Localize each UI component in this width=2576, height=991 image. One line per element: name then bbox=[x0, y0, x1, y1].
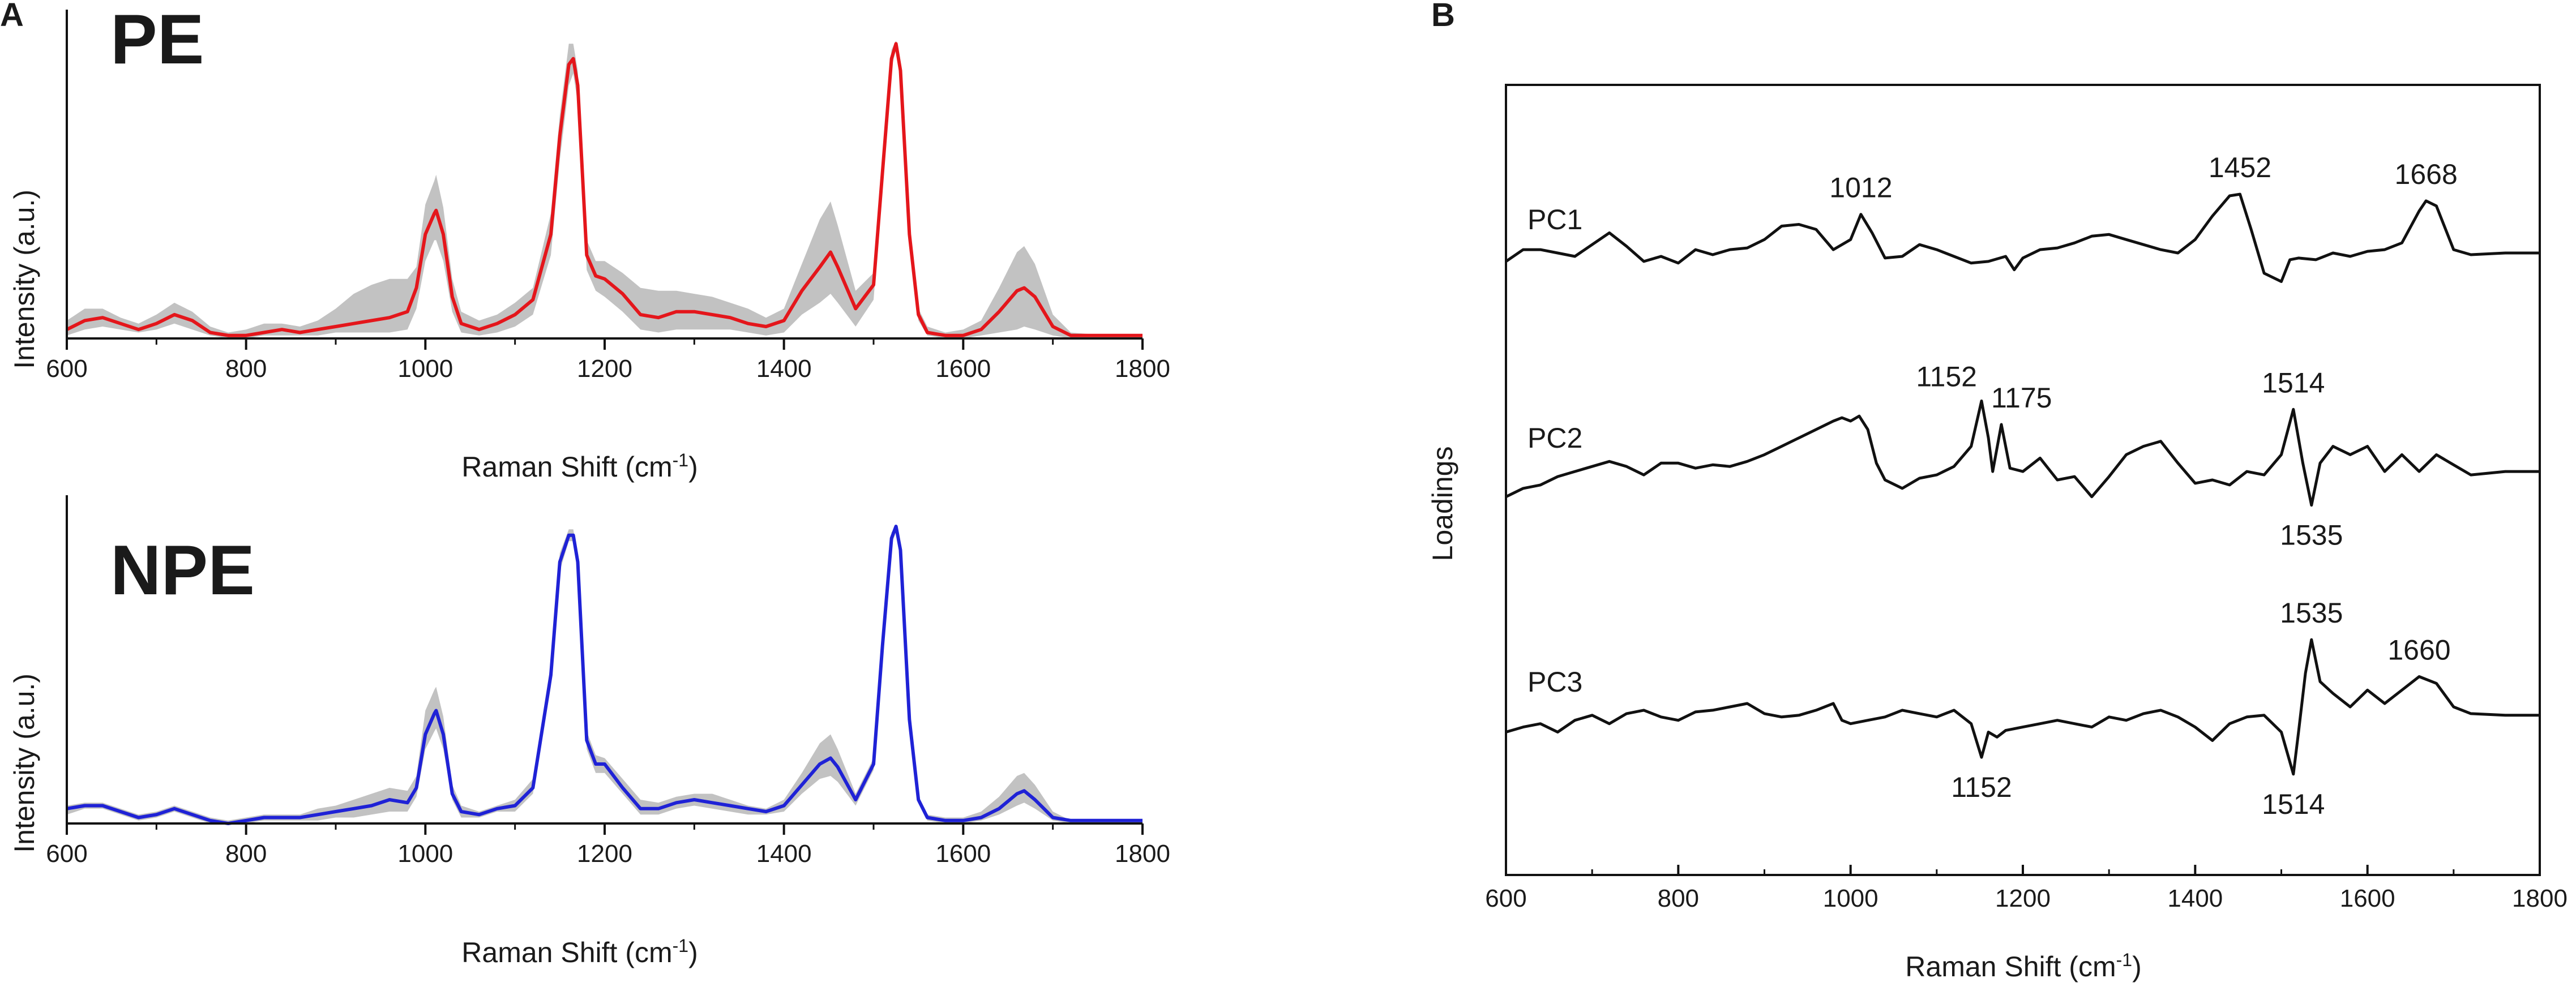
peak-label-pc1: 1452 bbox=[2209, 152, 2271, 183]
pe-x-tick-label: 800 bbox=[225, 355, 267, 383]
npe-x-tick-label: 1200 bbox=[577, 840, 632, 868]
pe-x-tick-label: 1000 bbox=[397, 355, 453, 383]
pe-mean-line-layer bbox=[66, 42, 1142, 337]
npe-y-axis-title: Intensity (a.u.) bbox=[8, 673, 40, 853]
loadings-x-axis-title-end: ) bbox=[2132, 951, 2142, 983]
pe-mean-spectrum-line bbox=[66, 42, 1142, 337]
loadings-x-tick-label: 1200 bbox=[1995, 885, 2051, 912]
loadings-lines-layer bbox=[1505, 192, 2540, 776]
pc2-series-label: PC2 bbox=[1527, 422, 1582, 454]
panel-letter-a: A bbox=[0, 0, 24, 33]
pc2-loading-line bbox=[1505, 399, 2540, 507]
peak-label-pc3: 1535 bbox=[2280, 597, 2343, 629]
pe-x-tick-label: 1600 bbox=[935, 355, 991, 383]
pc1-series-label: PC1 bbox=[1527, 204, 1582, 235]
npe-mean-line-layer bbox=[66, 525, 1142, 825]
npe-x-tick-label: 1400 bbox=[756, 840, 812, 868]
pe-variation-band-layer bbox=[67, 41, 1142, 338]
pe-x-axis-title-main: Raman Shift (cm bbox=[461, 451, 672, 483]
peak-label-pc3: 1514 bbox=[2262, 788, 2325, 820]
loadings-y-axis-title: Loadings bbox=[1427, 447, 1458, 561]
npe-mean-spectrum-line bbox=[66, 525, 1142, 825]
npe-x-tick-label: 1800 bbox=[1115, 840, 1170, 868]
loadings-plot: 600 800 1000 1200 1400 1600 1800 PC1 PC2 PC3 1012… bbox=[1427, 84, 2568, 983]
peak-label-pc2: 1514 bbox=[2262, 367, 2325, 398]
peak-label-pc2: 1152 bbox=[1916, 361, 1977, 392]
loadings-x-tick-label: 1600 bbox=[2340, 885, 2395, 912]
pe-x-tick-label: 1200 bbox=[577, 355, 632, 383]
peak-label-pc1: 1012 bbox=[1829, 172, 1892, 204]
npe-x-axis-title-sup: -1 bbox=[673, 936, 688, 956]
pe-x-tick-label: 1800 bbox=[1115, 355, 1170, 383]
npe-sample-tag: NPE bbox=[110, 531, 255, 610]
npe-x-tick-label: 800 bbox=[225, 840, 267, 868]
loadings-x-tick-label: 1400 bbox=[2167, 885, 2223, 912]
npe-x-tick-label: 600 bbox=[46, 840, 87, 868]
loadings-labels-layer: PC1 PC2 PC3 1012 1452 1668 1152 1175 1514 1535 115… bbox=[1527, 152, 2458, 820]
pe-sample-tag: PE bbox=[110, 1, 204, 79]
loadings-axes: 600 800 1000 1200 1400 1600 1800 bbox=[1485, 865, 2568, 912]
loadings-x-tick-label: 800 bbox=[1658, 885, 1699, 912]
pc1-loading-line bbox=[1505, 192, 2540, 283]
npe-x-tick-label: 1600 bbox=[935, 840, 991, 868]
pe-x-axis-title: Raman Shift (cm-1) bbox=[461, 450, 698, 483]
loadings-x-axis-title: Raman Shift (cm-1) bbox=[1905, 950, 2141, 983]
loadings-x-axis-title-sup: -1 bbox=[2116, 950, 2132, 970]
npe-spectrum-plot: 600 800 1000 1200 1400 1600 1800 NPE Intensity… bbox=[8, 495, 1170, 968]
npe-x-tick-label: 1000 bbox=[397, 840, 453, 868]
npe-x-axis-title-main: Raman Shift (cm bbox=[461, 937, 672, 968]
loadings-x-tick-label: 600 bbox=[1485, 885, 1526, 912]
pe-variation-band bbox=[67, 41, 1142, 338]
pe-x-tick-label: 1400 bbox=[756, 355, 812, 383]
pe-axes: 600 800 1000 1200 1400 1600 1800 bbox=[46, 10, 1170, 383]
peak-label-pc1: 1668 bbox=[2395, 158, 2458, 190]
pe-y-axis-title: Intensity (a.u.) bbox=[8, 190, 40, 369]
pe-x-axis-title-sup: -1 bbox=[673, 450, 688, 470]
loadings-x-axis-title-main: Raman Shift (cm bbox=[1905, 951, 2116, 983]
loadings-x-tick-label: 1000 bbox=[1823, 885, 1878, 912]
npe-axes: 600 800 1000 1200 1400 1600 1800 bbox=[46, 495, 1170, 868]
peak-label-pc3: 1152 bbox=[1951, 771, 2012, 803]
npe-x-axis-title: Raman Shift (cm-1) bbox=[461, 936, 698, 968]
loadings-plot-frame bbox=[1505, 84, 2541, 876]
npe-x-axis-title-end: ) bbox=[688, 937, 698, 968]
panel-letter-b: B bbox=[1431, 0, 1455, 33]
pc3-series-label: PC3 bbox=[1527, 666, 1582, 698]
peak-label-pc2: 1175 bbox=[1991, 382, 2052, 414]
pe-x-tick-label: 600 bbox=[46, 355, 87, 383]
pc3-loading-line bbox=[1505, 638, 2540, 776]
peak-label-pc3: 1660 bbox=[2387, 634, 2450, 666]
pe-spectrum-plot: 600 800 1000 1200 1400 1600 1800 PE Intensity … bbox=[8, 1, 1170, 483]
peak-label-pc2: 1535 bbox=[2280, 520, 2343, 551]
pe-x-axis-title-end: ) bbox=[688, 451, 698, 483]
loadings-x-tick-label: 1800 bbox=[2512, 885, 2568, 912]
